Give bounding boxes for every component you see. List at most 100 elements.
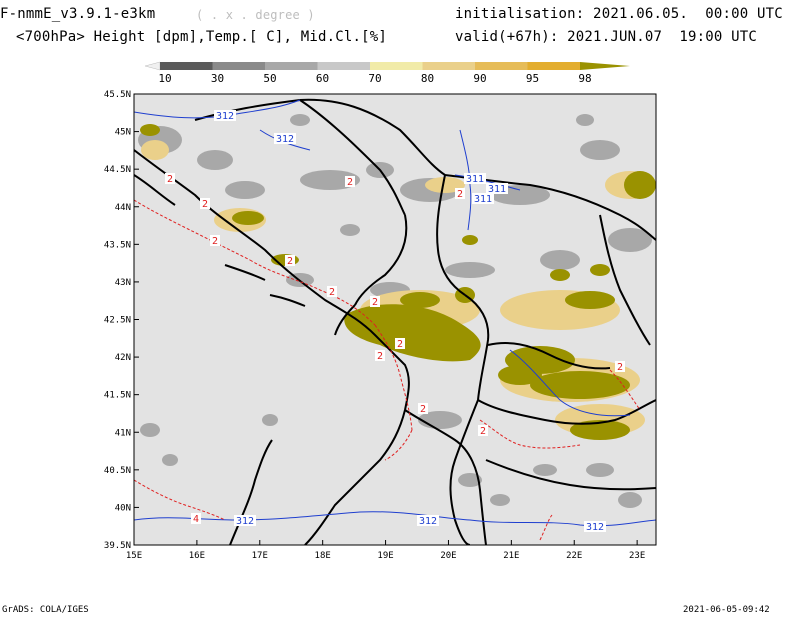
temp-contour-labels: 2 2 2 2 2 2 2 2 2 2 2 2 2 4 xyxy=(165,173,625,525)
init-time: initialisation: 2021.06.05. 00:00 UTC xyxy=(455,6,783,22)
temp-label-bg xyxy=(210,235,220,246)
colorbar-segment xyxy=(144,61,161,71)
lat-label: 44N xyxy=(115,203,131,213)
lat-label: 42N xyxy=(115,353,131,363)
temp-label-bg xyxy=(327,286,337,297)
temp-contour-label: 2 xyxy=(372,297,378,308)
colorbar-label: 60 xyxy=(316,72,329,85)
valid-time: valid(+67h): 2021.JUN.07 19:00 UTC xyxy=(455,29,758,45)
lon-label: 15E xyxy=(126,551,142,561)
lon-label: 16E xyxy=(189,551,205,561)
lon-label: 23E xyxy=(629,551,645,561)
temp-contour-label: 2 xyxy=(397,339,403,350)
lat-label: 40N xyxy=(115,503,131,513)
temp-contour-label: 2 xyxy=(480,426,486,437)
footer-timestamp: 2021-06-05-09:42 xyxy=(683,605,770,615)
temp-label-bg xyxy=(191,513,201,524)
temp-label-bg xyxy=(370,296,380,307)
height-contour-label: 311 xyxy=(466,174,484,185)
lat-label: 40.5N xyxy=(104,466,131,476)
lon-label: 19E xyxy=(377,551,393,561)
temp-label-bg xyxy=(165,173,175,184)
colorbar-segment xyxy=(265,62,318,70)
footer-credit: GrADS: COLA/IGES xyxy=(2,605,89,615)
temp-contours xyxy=(134,199,641,541)
lat-label: 45.5N xyxy=(104,90,131,100)
temp-label-bg xyxy=(615,361,625,372)
axis-labels: 45.5N 45N 44.5N 44N 43.5N 43N 42.5N 42N 41.5N 41N… xyxy=(104,90,645,561)
height-label-bg xyxy=(584,521,606,532)
temp-contour-label: 2 xyxy=(457,189,463,200)
lon-label: 18E xyxy=(315,551,331,561)
model-title: F-nmmE_v3.9.1-e3km xyxy=(0,6,156,22)
temp-contour-label: 2 xyxy=(347,177,353,188)
height-contour-label: 312 xyxy=(216,111,234,122)
lon-label: 21E xyxy=(503,551,519,561)
height-label-bg xyxy=(214,110,236,121)
height-label-bg xyxy=(486,183,508,194)
height-label-bg xyxy=(274,133,296,144)
colorbar-label: 90 xyxy=(473,72,486,85)
temp-label-bg xyxy=(285,255,295,266)
colorbar-segment xyxy=(370,62,423,70)
lon-label: 20E xyxy=(440,551,456,561)
colorbar-label: 30 xyxy=(211,72,224,85)
lon-label: 17E xyxy=(252,551,268,561)
temp-contour-label: 4 xyxy=(193,514,199,525)
lat-label: 42.5N xyxy=(104,316,131,326)
colorbar-label: 98 xyxy=(578,72,591,85)
temp-contour-label: 2 xyxy=(377,351,383,362)
lat-label: 43N xyxy=(115,278,131,288)
cloud-cover-high xyxy=(140,124,656,440)
temp-contour-label: 2 xyxy=(617,362,623,373)
temp-label-bg xyxy=(375,350,385,361)
lat-label: 45N xyxy=(115,128,131,138)
height-label-bg xyxy=(464,173,486,184)
temp-contour-label: 2 xyxy=(287,256,293,267)
temp-label-bg xyxy=(200,198,210,209)
colorbar-label: 80 xyxy=(421,72,434,85)
units-note: ( . x . degree ) xyxy=(196,8,315,22)
height-contour-label: 312 xyxy=(276,134,294,145)
temp-label-bg xyxy=(395,338,405,349)
lat-label: 41.5N xyxy=(104,391,131,401)
colorbar-label: 95 xyxy=(526,72,539,85)
temp-contour-label: 2 xyxy=(167,174,173,185)
lat-label: 41N xyxy=(115,428,131,438)
lat-label: 39.5N xyxy=(104,541,131,551)
colorbar: 10 30 50 60 70 80 90 95 98 xyxy=(144,61,630,85)
height-label-bg xyxy=(234,515,256,526)
temp-contour-label: 2 xyxy=(202,199,208,210)
lon-label: 22E xyxy=(566,551,582,561)
colorbar-segment xyxy=(527,62,580,70)
fields-title: <700hPa> Height [dpm],Temp.[ C], Mid.Cl.… xyxy=(16,29,388,45)
height-contour-label: 311 xyxy=(474,194,492,205)
lat-label: 44.5N xyxy=(104,165,131,175)
height-contours xyxy=(134,99,656,527)
height-contour-label: 311 xyxy=(488,184,506,195)
temp-label-bg xyxy=(345,176,355,187)
colorbar-label: 70 xyxy=(368,72,381,85)
height-label-bg xyxy=(472,193,494,204)
colorbar-segment xyxy=(317,62,370,70)
colorbar-segment xyxy=(422,62,475,70)
temp-label-bg xyxy=(455,188,465,199)
lat-label: 43.5N xyxy=(104,240,131,250)
colorbar-segment xyxy=(160,62,213,70)
height-contour-label: 312 xyxy=(419,516,437,527)
colorbar-segment xyxy=(580,62,630,70)
height-contour-label: 312 xyxy=(586,522,604,533)
temp-contour-label: 2 xyxy=(420,404,426,415)
temp-label-bg xyxy=(418,403,428,414)
temp-label-bg xyxy=(478,425,488,436)
temp-contour-label: 2 xyxy=(329,287,335,298)
height-label-bg xyxy=(417,515,439,526)
height-contour-label: 312 xyxy=(236,516,254,527)
temp-contour-label: 2 xyxy=(212,236,218,247)
colorbar-segment xyxy=(475,62,528,70)
colorbar-label: 50 xyxy=(263,72,276,85)
colorbar-segment xyxy=(212,62,265,70)
colorbar-label: 10 xyxy=(158,72,171,85)
